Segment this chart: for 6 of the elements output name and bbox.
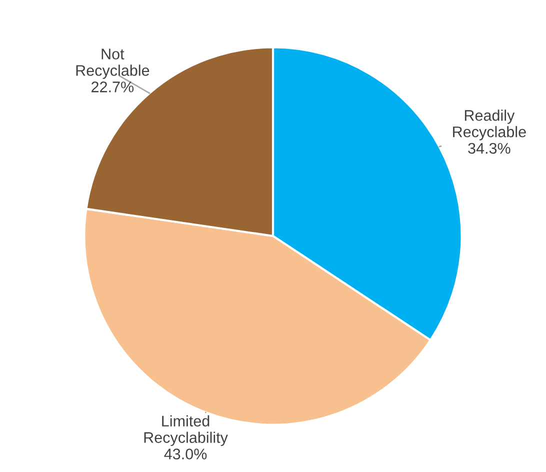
slice-label: Readily Recyclable [453,110,526,140]
slice-label: Limited Recyclability [144,415,228,446]
data-label: 22.7% [92,82,134,92]
data-label: 34.3% [468,142,510,154]
data-label: 43.0% [164,448,207,460]
slice-label: Not Recyclable [76,48,150,79]
